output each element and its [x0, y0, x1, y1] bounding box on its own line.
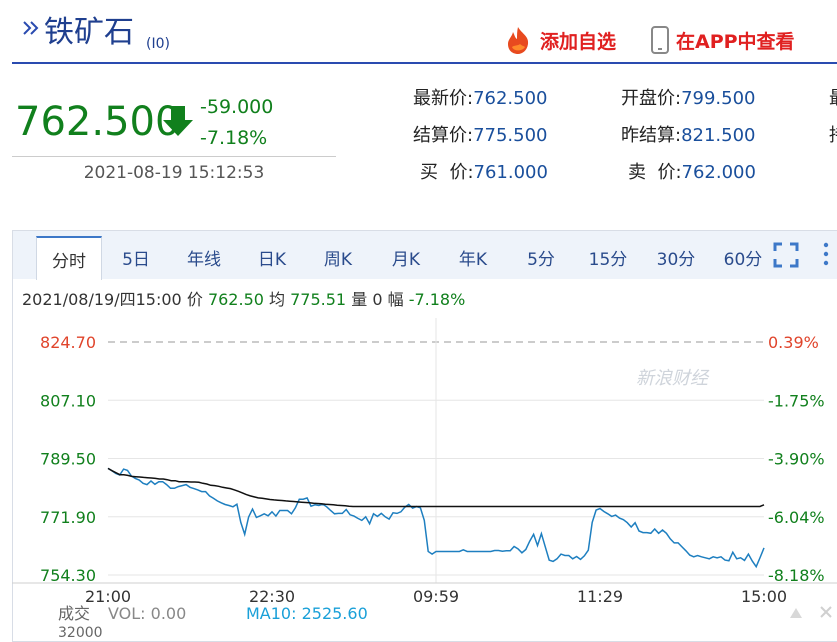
x-tick: 22:30 — [249, 587, 295, 606]
flame-icon — [508, 27, 529, 54]
quote-cutoff-2: 持 — [829, 124, 837, 148]
tab-daily-k[interactable]: 日K — [257, 249, 287, 270]
tab-5day[interactable]: 5日 — [122, 249, 150, 270]
close-icon[interactable] — [818, 604, 834, 620]
info-avg-label: 均 — [269, 290, 286, 309]
quote-bid: 买 价:761.000 — [420, 162, 548, 183]
volume-axis-top: 32000 — [58, 625, 103, 641]
y-tick-right: -6.04% — [768, 508, 825, 527]
header-divider — [12, 62, 837, 64]
page-title: 铁矿石 — [44, 15, 134, 50]
x-tick: 15:00 — [741, 587, 787, 606]
view-in-app-button[interactable]: 在APP中查看 — [650, 24, 795, 56]
price-change-percent: -7.18% — [200, 127, 268, 149]
info-range: -7.18% — [408, 290, 466, 309]
volume-label: 成交 — [58, 604, 91, 623]
view-in-app-label: 在APP中查看 — [676, 30, 795, 53]
info-price: 762.50 — [207, 290, 264, 309]
y-tick-right: -3.90% — [768, 450, 825, 469]
y-tick-left: 754.30 — [40, 566, 96, 585]
tab-monthly-k[interactable]: 月K — [391, 249, 421, 270]
add-watchlist-label: 添加自选 — [540, 30, 617, 53]
tab-30min[interactable]: 30分 — [656, 249, 696, 270]
info-avg: 775.51 — [290, 290, 347, 309]
info-vol-label: 量 — [351, 290, 368, 309]
y-tick-left: 807.10 — [40, 391, 96, 410]
more-menu-icon[interactable] — [820, 240, 832, 270]
quote-timestamp: 2021-08-19 15:12:53 — [83, 163, 265, 183]
chart-tab-bar — [13, 231, 837, 279]
tab-15min[interactable]: 15分 — [588, 249, 628, 270]
volume-value: VOL: 0.00 — [108, 604, 187, 623]
volume-ma10: MA10: 2525.60 — [246, 604, 368, 623]
arrow-down-icon — [163, 106, 193, 136]
quote-open: 开盘价:799.500 — [621, 88, 756, 109]
price-change: -59.000 — [200, 96, 274, 118]
tab-60min[interactable]: 60分 — [723, 249, 763, 270]
y-tick-left: 789.50 — [40, 450, 96, 469]
quote-latest: 最新价:762.500 — [413, 88, 548, 109]
average-line — [107, 467, 765, 508]
chart-grid — [12, 318, 837, 584]
x-tick: 11:29 — [577, 587, 623, 606]
y-tick-left: 771.90 — [40, 508, 96, 527]
expand-up-icon[interactable] — [788, 606, 804, 620]
contract-code: (I0) — [146, 36, 170, 52]
y-tick-right: 0.39% — [768, 333, 819, 352]
y-tick-right: -1.75% — [768, 391, 825, 410]
info-vol: 0 — [372, 290, 383, 309]
crosshair-info-bar: 2021/08/19/四15:00 价 762.50 均 775.51 量 0 … — [22, 289, 465, 311]
info-range-label: 幅 — [387, 290, 404, 309]
quote-ask: 卖 价:762.000 — [628, 162, 756, 183]
quote-prev-settlement: 昨结算:821.500 — [621, 125, 756, 146]
info-date: 2021/08/19/四15:00 — [22, 290, 182, 309]
watermark: 新浪财经 — [636, 368, 710, 389]
divider — [12, 156, 336, 157]
last-price: 762.500 — [15, 99, 181, 145]
tab-weekly-k[interactable]: 周K — [323, 249, 353, 270]
add-watchlist-button[interactable]: 添加自选 — [502, 24, 616, 56]
x-tick: 09:59 — [413, 587, 459, 606]
tab-5min[interactable]: 5分 — [527, 249, 555, 270]
intraday-chart[interactable]: 新浪财经 824.70 807.10 789.50 771.90 754.30 0.39%… — [12, 318, 837, 634]
tab-yearly-k[interactable]: 年K — [458, 249, 488, 270]
fullscreen-icon[interactable] — [773, 242, 799, 268]
quote-cutoff-1: 最 — [829, 87, 837, 111]
y-tick-left: 824.70 — [40, 333, 96, 352]
y-tick-right: -8.18% — [768, 566, 825, 585]
chart-series — [107, 467, 765, 569]
chart-axis-labels: 824.70 807.10 789.50 771.90 754.30 0.39% -1.75… — [40, 333, 825, 606]
quote-settlement: 结算价:775.500 — [413, 125, 548, 146]
tab-yearline[interactable]: 年线 — [187, 249, 221, 270]
price-line — [107, 467, 765, 569]
x-tick: 21:00 — [85, 587, 131, 606]
info-price-label: 价 — [186, 290, 203, 309]
chevron-right-icon — [23, 21, 39, 35]
tab-intraday[interactable]: 分时 — [36, 236, 102, 280]
phone-icon — [651, 26, 669, 54]
